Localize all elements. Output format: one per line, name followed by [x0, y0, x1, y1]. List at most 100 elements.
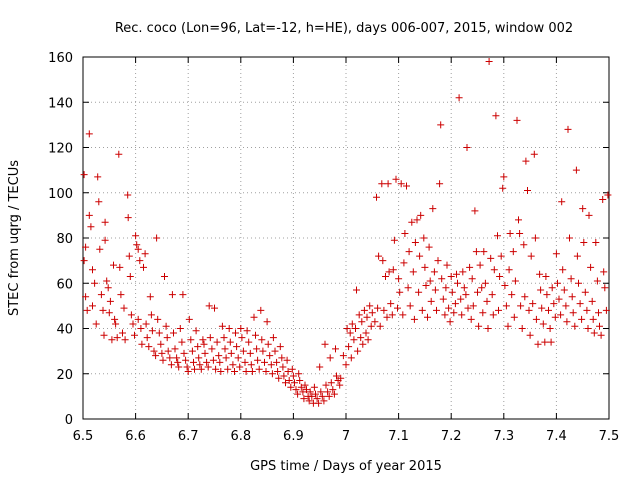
data-point	[543, 291, 551, 299]
data-point	[527, 252, 535, 260]
data-point	[321, 340, 329, 348]
data-point	[179, 291, 187, 299]
data-point	[296, 377, 304, 384]
data-point	[226, 338, 234, 346]
data-point	[416, 252, 424, 260]
data-point	[575, 279, 582, 287]
data-point	[174, 358, 182, 366]
data-point	[164, 347, 172, 355]
data-point	[471, 207, 479, 215]
data-point	[213, 338, 221, 346]
data-point	[359, 340, 367, 348]
data-point	[92, 320, 100, 328]
data-point	[306, 388, 314, 396]
data-point	[166, 354, 174, 362]
data-point	[450, 309, 458, 317]
data-point	[524, 187, 531, 194]
data-point	[229, 361, 237, 369]
data-point	[289, 372, 297, 380]
data-point	[261, 358, 268, 366]
data-point	[400, 259, 408, 267]
data-point	[433, 306, 440, 314]
data-point	[601, 284, 609, 292]
x-axis-title: GPS time / Days of year 2015	[250, 459, 442, 474]
x-tick-label: 6.6	[125, 429, 146, 444]
data-point	[368, 309, 376, 317]
data-point	[558, 198, 566, 206]
x-tick-labels: 6.5 6.6 6.7 6.8 6.9 7 7.1 7.2 7.3 7.4 7.5	[73, 429, 620, 444]
x-tick-label: 7.3	[493, 429, 514, 444]
data-point	[173, 354, 181, 362]
data-point	[203, 358, 211, 366]
data-point	[367, 322, 375, 330]
data-point	[188, 347, 196, 355]
data-point	[168, 291, 176, 299]
data-point	[236, 363, 244, 371]
data-point	[572, 166, 580, 174]
data-point	[317, 388, 325, 396]
data-point	[329, 386, 337, 394]
data-point	[430, 268, 438, 276]
data-point	[310, 383, 318, 391]
data-point	[460, 284, 468, 292]
data-point	[366, 302, 374, 310]
data-point	[153, 234, 161, 242]
data-point	[583, 306, 591, 314]
data-point	[573, 252, 581, 260]
data-point	[170, 329, 177, 337]
chart-title: Rec. coco (Lon=96, Lat=-12, h=HE), days …	[115, 21, 573, 36]
data-point	[550, 300, 558, 308]
data-point	[447, 273, 455, 280]
data-point	[406, 302, 414, 310]
data-point	[127, 311, 135, 319]
data-point	[464, 304, 472, 312]
data-point	[182, 356, 190, 364]
data-point	[287, 383, 295, 391]
data-point	[280, 372, 288, 380]
data-point	[178, 338, 186, 346]
data-point	[95, 198, 103, 206]
x-tick-label: 6.5	[73, 429, 94, 444]
data-point	[403, 182, 410, 190]
data-point	[382, 273, 389, 280]
data-point	[551, 313, 559, 321]
data-point	[468, 275, 476, 283]
data-point	[384, 180, 392, 188]
data-point	[111, 315, 119, 323]
data-point	[278, 354, 286, 362]
y-tick-label: 20	[56, 368, 73, 383]
data-point	[443, 261, 451, 269]
data-point	[413, 216, 421, 224]
data-point	[262, 368, 270, 375]
data-point	[472, 248, 480, 256]
data-point	[496, 273, 504, 280]
data-point	[520, 241, 528, 249]
data-point	[342, 361, 350, 369]
data-point	[167, 361, 175, 369]
data-point	[602, 306, 610, 314]
data-point	[271, 347, 279, 355]
data-point	[485, 58, 493, 65]
data-point	[434, 257, 442, 265]
y-tick-label: 80	[56, 232, 73, 247]
data-point	[426, 277, 434, 285]
data-point	[592, 239, 600, 246]
data-point	[119, 329, 126, 337]
data-point	[242, 368, 250, 375]
data-point	[410, 315, 418, 323]
data-point	[373, 193, 380, 201]
data-point	[502, 302, 510, 310]
data-point	[85, 211, 93, 219]
data-point	[140, 263, 147, 271]
data-point	[333, 372, 340, 380]
data-point	[385, 268, 393, 276]
data-point	[347, 354, 355, 362]
data-point	[484, 325, 492, 332]
y-tick-label: 0	[65, 413, 73, 428]
data-point	[559, 266, 567, 274]
data-point	[106, 297, 114, 305]
data-point	[217, 368, 225, 375]
data-point	[458, 311, 466, 319]
data-point	[215, 352, 223, 360]
data-point	[459, 268, 467, 276]
